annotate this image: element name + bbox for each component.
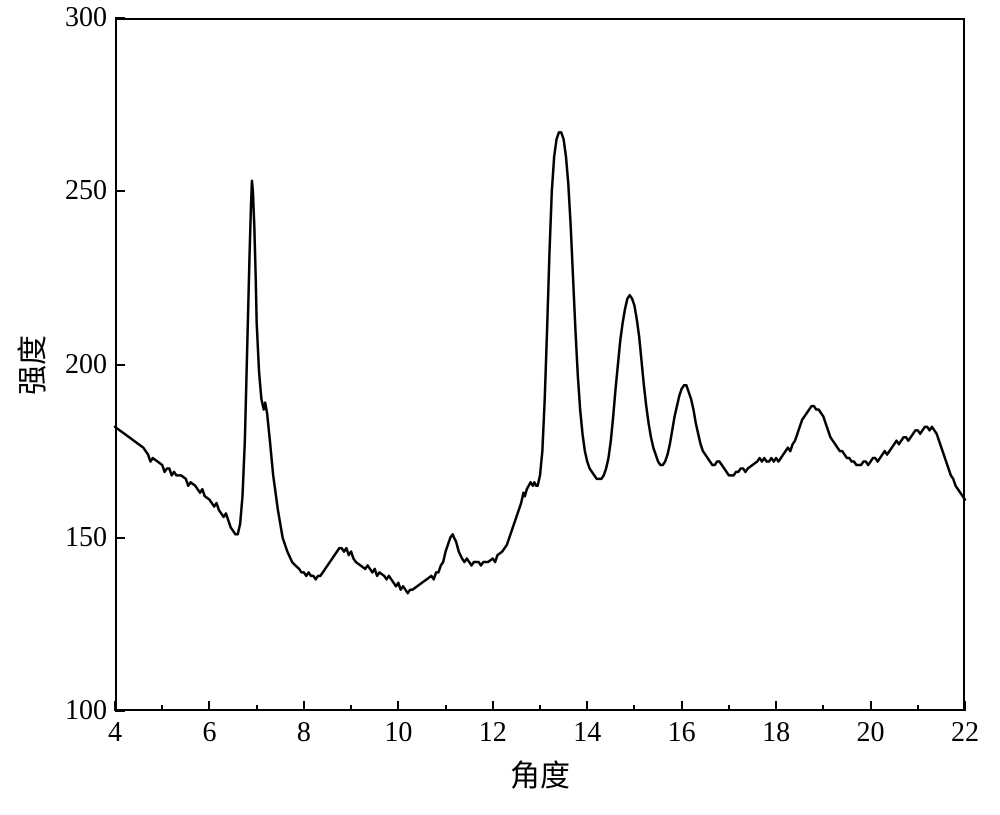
intensity-curve	[115, 18, 965, 711]
y-tick-label: 200	[57, 349, 107, 381]
y-tick-label: 300	[57, 2, 107, 34]
y-tick-label: 250	[57, 175, 107, 207]
x-tick-label: 8	[297, 717, 311, 749]
y-tick-label: 100	[57, 695, 107, 727]
x-tick-label: 22	[951, 717, 979, 749]
x-tick-label: 16	[668, 717, 696, 749]
y-axis-label: 强度	[8, 335, 52, 395]
x-tick-label: 6	[202, 717, 216, 749]
x-axis-label: 角度	[510, 751, 570, 795]
x-tick-label: 14	[573, 717, 601, 749]
x-tick-label: 10	[384, 717, 412, 749]
x-tick-label: 4	[108, 717, 122, 749]
x-tick-label: 20	[857, 717, 885, 749]
x-tick-label: 12	[479, 717, 507, 749]
x-tick-label: 18	[762, 717, 790, 749]
y-tick-label: 150	[57, 522, 107, 554]
xrd-chart: 4 6 8 10 12 14 16 18 20 22 100 150 200 250 300 强度 角度	[0, 0, 1000, 815]
plot-area	[115, 18, 965, 711]
